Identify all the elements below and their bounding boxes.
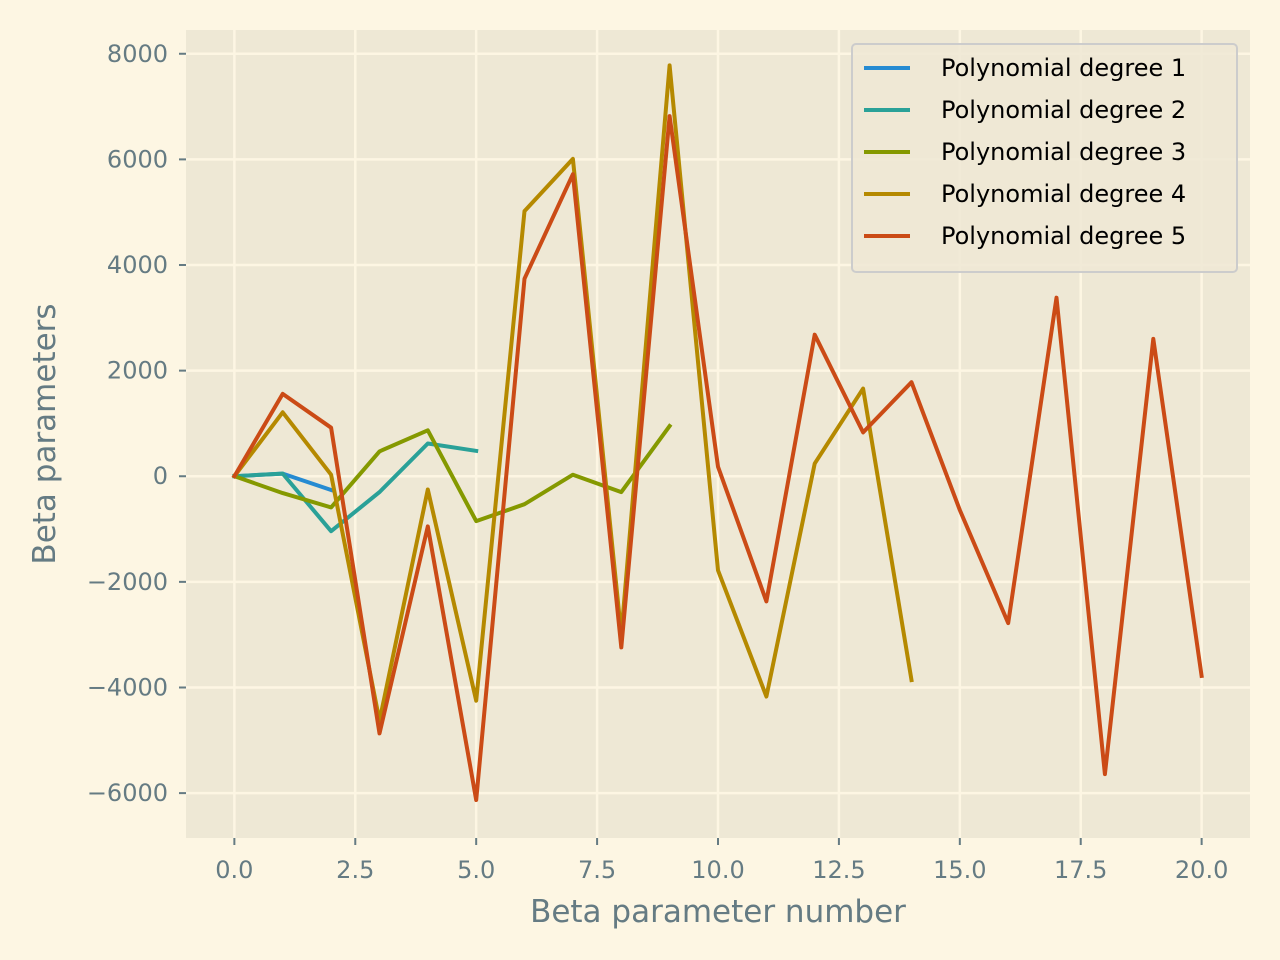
legend-label-degree-1: Polynomial degree 1 bbox=[941, 54, 1186, 82]
x-tick-label-10-0: 10.0 bbox=[691, 856, 744, 884]
x-tick-label-0-0: 0.0 bbox=[215, 856, 253, 884]
series-layer bbox=[231, 63, 1204, 802]
y-tick-label-0: 0 bbox=[153, 462, 168, 490]
series-line-degree-3 bbox=[231, 423, 673, 524]
y-tick-label-minus-2000: −2000 bbox=[87, 568, 168, 596]
x-tick-label-5-0: 5.0 bbox=[457, 856, 495, 884]
legend-label-degree-2: Polynomial degree 2 bbox=[941, 96, 1186, 124]
x-tick-label-2-5: 2.5 bbox=[336, 856, 374, 884]
x-axis-title: Beta parameter number bbox=[530, 894, 906, 930]
x-axis: 0.0 2.5 5.0 7.5 10.0 12.5 15.0 17.5 20.0 bbox=[215, 838, 1228, 884]
legend-label-degree-5: Polynomial degree 5 bbox=[941, 222, 1186, 250]
legend-box bbox=[851, 43, 1238, 273]
y-tick-label-minus-4000: −4000 bbox=[87, 673, 168, 701]
legend-label-degree-4: Polynomial degree 4 bbox=[941, 180, 1186, 208]
legend: Polynomial degree 1 Polynomial degree 2 Po… bbox=[851, 43, 1238, 273]
x-tick-label-15-0: 15.0 bbox=[933, 856, 986, 884]
series-line-degree-5 bbox=[231, 114, 1204, 802]
x-tick-label-7-5: 7.5 bbox=[578, 856, 616, 884]
y-tick-label-4000: 4000 bbox=[107, 251, 168, 279]
y-tick-label-2000: 2000 bbox=[107, 357, 168, 385]
x-tick-label-12-5: 12.5 bbox=[812, 856, 865, 884]
legend-label-degree-3: Polynomial degree 3 bbox=[941, 138, 1186, 166]
y-tick-label-8000: 8000 bbox=[107, 40, 168, 68]
y-tick-label-minus-6000: −6000 bbox=[87, 779, 168, 807]
x-tick-label-17-5: 17.5 bbox=[1054, 856, 1107, 884]
y-tick-label-6000: 6000 bbox=[107, 145, 168, 173]
y-axis-title: Beta parameters bbox=[27, 303, 63, 564]
series-line-degree-4 bbox=[231, 63, 914, 723]
x-tick-label-20-0: 20.0 bbox=[1175, 856, 1228, 884]
y-axis: −6000 −4000 −2000 0 2000 4000 6000 8000 bbox=[87, 40, 186, 807]
